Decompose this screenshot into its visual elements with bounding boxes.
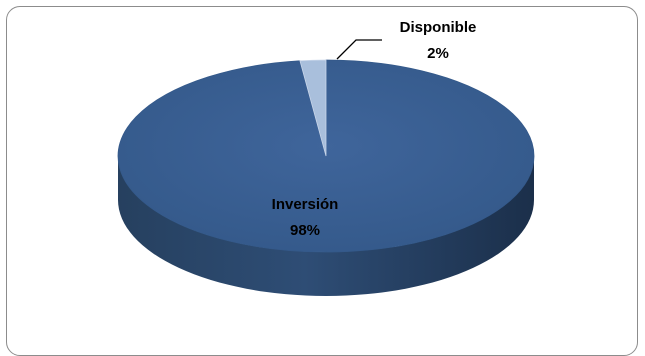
pie-slice-disponible <box>299 59 327 157</box>
label-inversion-percent: 98% <box>290 222 320 239</box>
label-disponible-percent: 2% <box>427 45 449 62</box>
pie-side-wall <box>118 156 534 296</box>
pie-side-wall-face <box>118 156 534 296</box>
label-inversion-name: Inversión <box>272 196 339 213</box>
pie-top <box>117 59 535 253</box>
disponible-leader-line <box>336 39 382 60</box>
label-disponible-name: Disponible <box>400 19 477 36</box>
